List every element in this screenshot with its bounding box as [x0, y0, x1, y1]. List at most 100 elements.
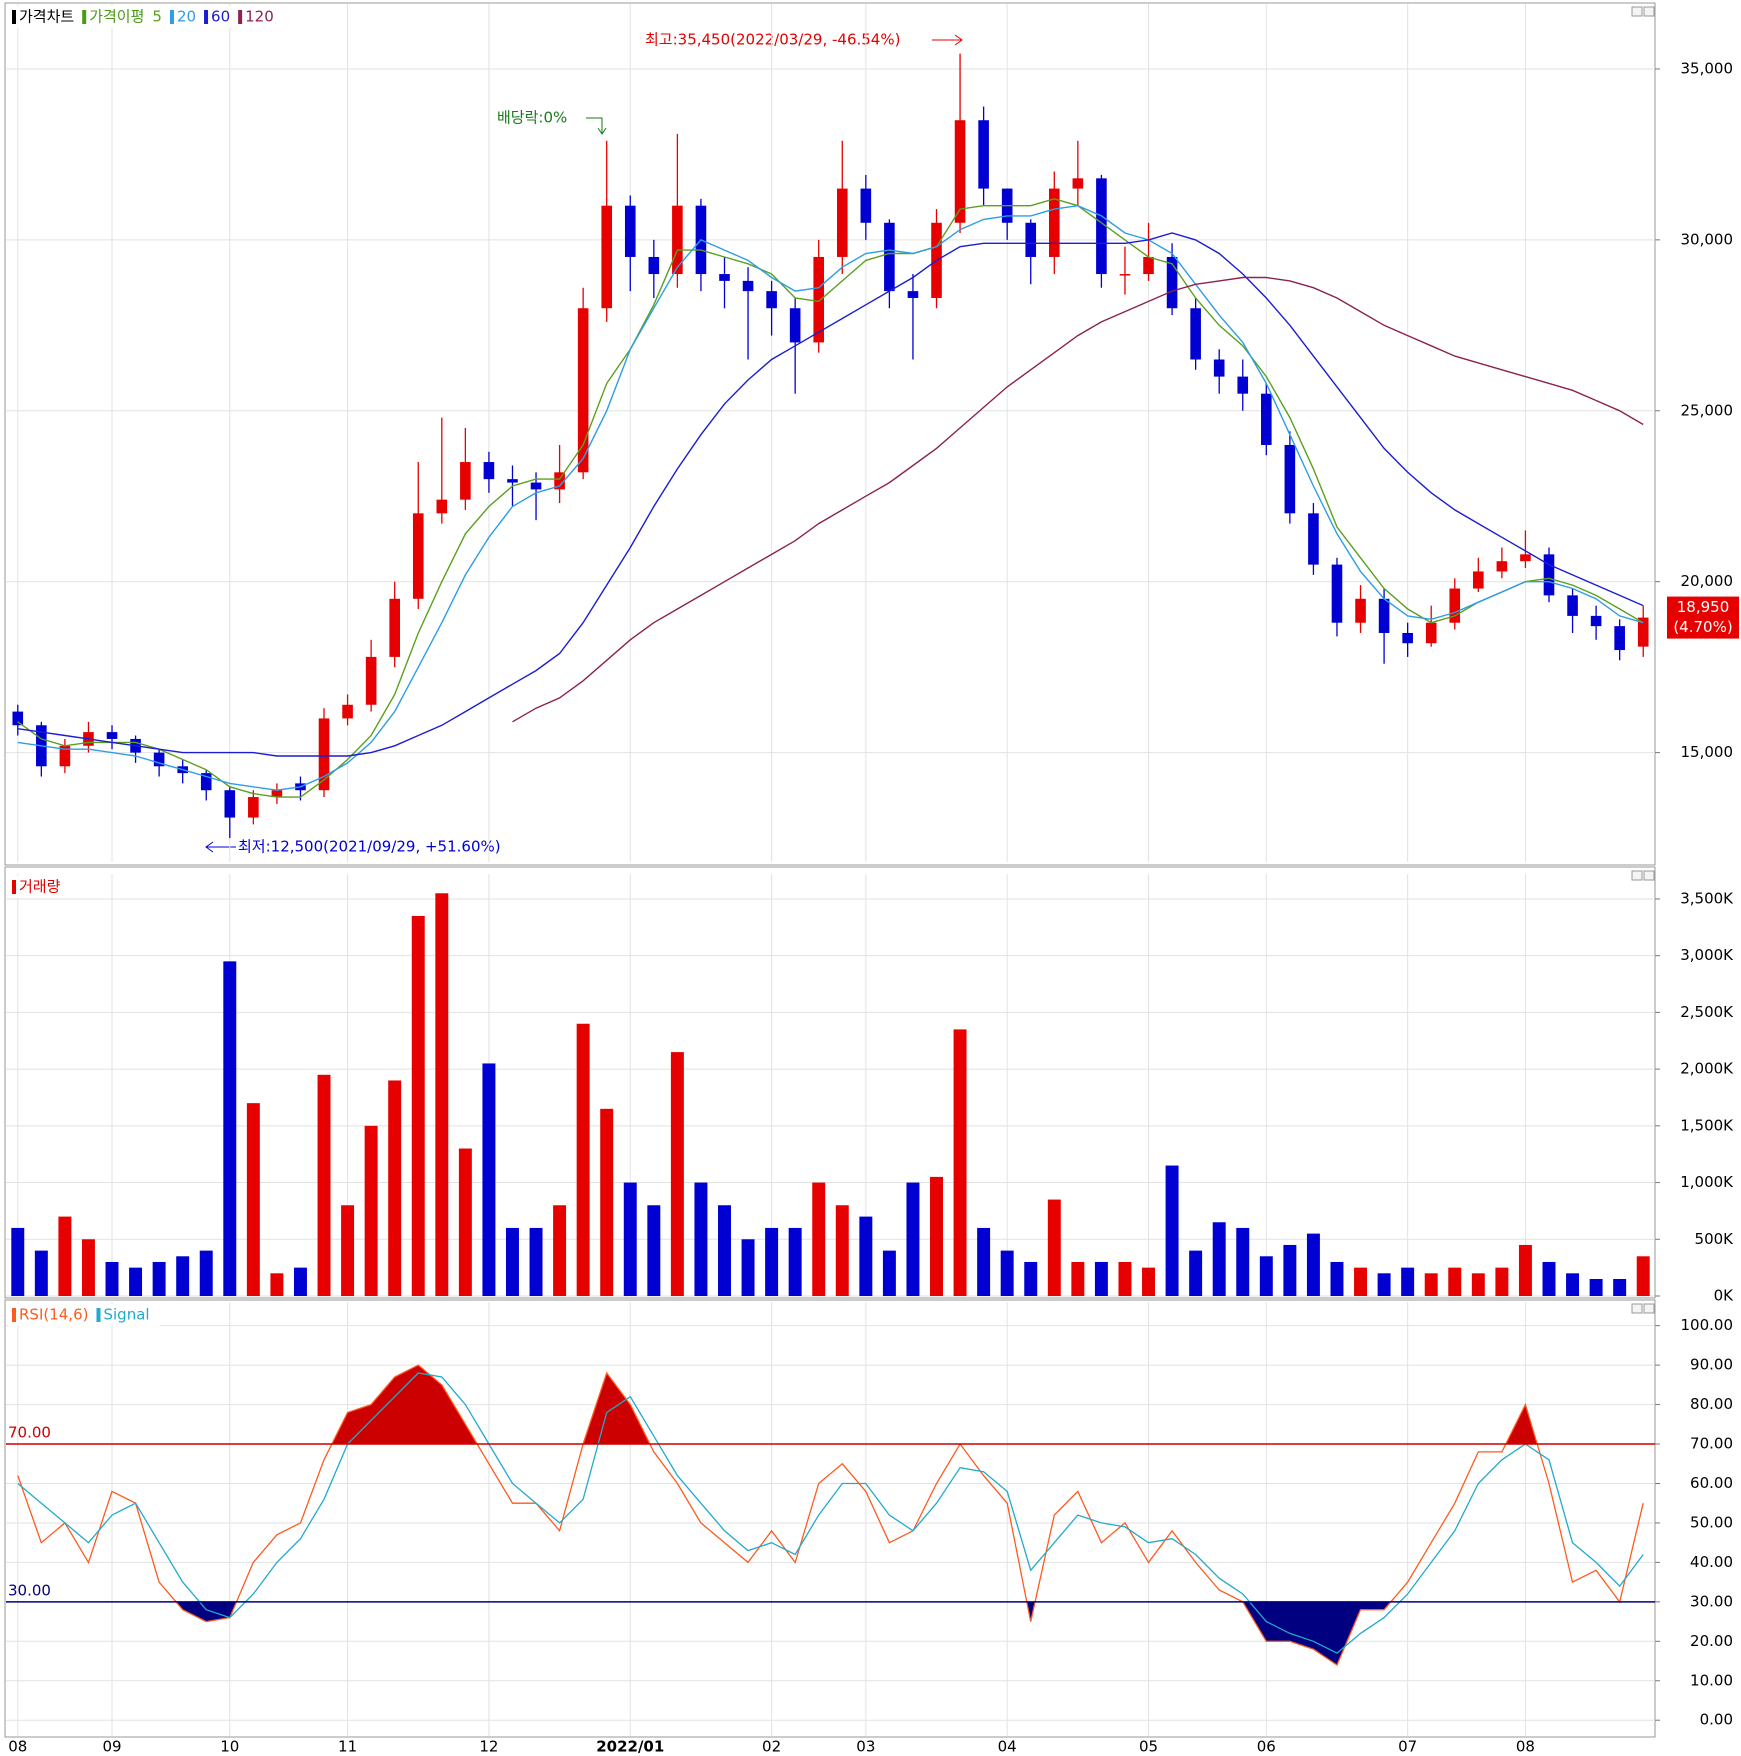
x-tick-label: 08: [8, 1738, 27, 1756]
volume-bar: [152, 1261, 166, 1296]
moving-average-line: [17, 204, 1644, 791]
panel-button[interactable]: [1643, 1303, 1655, 1314]
y-tick-label: 30,000: [1681, 230, 1734, 248]
candle-body: [200, 773, 212, 791]
level-fill: [175, 1601, 1620, 1665]
volume-bar: [223, 961, 237, 1296]
y-tick-label: 2,500K: [1680, 1003, 1734, 1021]
volume-bar: [953, 1029, 967, 1296]
volume-panel: [4, 866, 1656, 1299]
panel-button[interactable]: [1631, 6, 1643, 17]
legend-label: 60: [211, 8, 230, 26]
panel-button[interactable]: [1631, 1303, 1643, 1314]
volume-bar: [246, 1103, 260, 1296]
legend-background: [8, 6, 284, 28]
last-price-label: 18,950: [1677, 598, 1730, 616]
volume-bar: [506, 1227, 519, 1296]
volume-bar: [411, 915, 425, 1296]
legend-marker: [12, 10, 16, 24]
volume-bar: [576, 1023, 590, 1296]
candle-body: [789, 308, 801, 343]
candle-body: [1166, 256, 1178, 309]
y-tick-label: 1,500K: [1680, 1116, 1734, 1134]
candle-body: [766, 291, 777, 309]
volume-bar: [1424, 1273, 1438, 1296]
volume-bar: [1047, 1199, 1061, 1296]
high-annotation: 최고:35,450(2022/03/29, -46.54%): [645, 31, 900, 49]
volume-bar: [1212, 1222, 1226, 1296]
y-tick-label: 20.00: [1690, 1632, 1733, 1650]
volume-bar: [930, 1176, 943, 1296]
x-tick-label: 08: [1516, 1738, 1535, 1756]
volume-bar: [859, 1216, 873, 1296]
volume-bar: [1000, 1250, 1014, 1296]
y-tick-label: 10.00: [1690, 1671, 1733, 1689]
volume-bar: [529, 1227, 543, 1296]
candle-body: [365, 656, 377, 705]
x-tick-label: 05: [1139, 1738, 1158, 1756]
candle-body: [813, 256, 825, 343]
legend-marker: [169, 10, 174, 24]
panel-button[interactable]: [1643, 6, 1655, 17]
candle-body: [907, 291, 919, 298]
candle-body: [954, 120, 966, 223]
volume-bar: [1024, 1261, 1038, 1296]
volume-bar: [34, 1250, 48, 1296]
volume-bar: [670, 1052, 684, 1296]
volume-bar: [388, 1080, 402, 1296]
candle-body: [1520, 554, 1531, 562]
candle-body: [1331, 564, 1343, 623]
y-tick-label: 15,000: [1681, 743, 1734, 761]
legend-label: 가격이평: [89, 8, 144, 26]
volume-bar: [1118, 1261, 1132, 1296]
volume-bar: [1542, 1261, 1556, 1296]
rsi-panel: [4, 1299, 1656, 1738]
x-tick-label: 03: [856, 1738, 875, 1756]
candle-body: [1402, 632, 1413, 644]
volume-bar: [788, 1227, 802, 1296]
y-tick-label: 25,000: [1681, 401, 1734, 419]
panel-button[interactable]: [1643, 870, 1655, 881]
volume-bar: [1613, 1278, 1627, 1296]
y-tick-label: 30.00: [1690, 1592, 1733, 1610]
volume-bar: [1283, 1244, 1297, 1296]
legend-label: 5: [152, 8, 162, 26]
candle-body: [12, 711, 24, 726]
volume-bar: [1259, 1256, 1273, 1296]
volume-bar: [1495, 1267, 1509, 1296]
volume-bar: [270, 1273, 284, 1296]
volume-bar: [1401, 1267, 1415, 1296]
x-tick-label: 07: [1398, 1738, 1417, 1756]
y-tick-label: 3,500K: [1680, 889, 1734, 907]
volume-bar: [176, 1256, 190, 1296]
candle-body: [1025, 222, 1037, 257]
candle-body: [530, 482, 542, 490]
candle-body: [106, 732, 118, 739]
x-tick-label: 10: [220, 1738, 239, 1756]
legend-marker: [82, 10, 87, 24]
candle-body: [719, 274, 730, 281]
series-line: [17, 1372, 1644, 1654]
legend-marker: [204, 10, 209, 24]
candle-body: [1308, 513, 1319, 565]
candle-body: [1261, 393, 1272, 445]
candle-body: [460, 462, 471, 500]
candle-body: [1496, 561, 1508, 572]
candle-body: [1355, 598, 1366, 623]
volume-bar: [435, 893, 449, 1296]
y-tick-label: 1,000K: [1680, 1173, 1734, 1191]
volume-bar: [553, 1205, 567, 1296]
series-line: [17, 1364, 1644, 1666]
volume-bar: [977, 1227, 991, 1296]
y-tick-label: 80.00: [1690, 1395, 1733, 1413]
panel-button[interactable]: [1631, 870, 1643, 881]
x-tick-label: 06: [1257, 1738, 1276, 1756]
dividend-arrow: [586, 117, 607, 135]
volume-bar: [105, 1261, 119, 1296]
volume-bar: [623, 1182, 637, 1296]
volume-bar: [882, 1250, 896, 1296]
volume-bar: [1377, 1273, 1391, 1296]
moving-average-line: [17, 198, 1644, 798]
